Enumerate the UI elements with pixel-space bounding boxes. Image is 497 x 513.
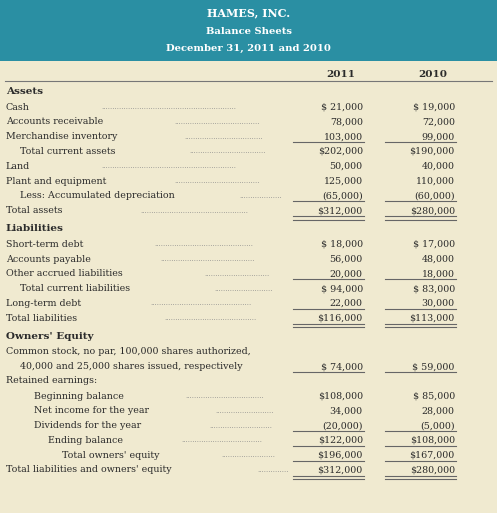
Text: Common stock, no par, 100,000 shares authorized,: Common stock, no par, 100,000 shares aut… xyxy=(6,346,250,356)
Text: Less: Accumulated depreciation: Less: Accumulated depreciation xyxy=(20,191,174,200)
Text: 40,000 and 25,000 shares issued, respectively: 40,000 and 25,000 shares issued, respect… xyxy=(20,362,243,371)
Text: December 31, 2011 and 2010: December 31, 2011 and 2010 xyxy=(166,44,331,53)
Text: $ 21,000: $ 21,000 xyxy=(321,103,363,112)
Text: ..............: .............. xyxy=(257,466,289,474)
Text: Retained earnings:: Retained earnings: xyxy=(6,376,97,385)
Text: 22,000: 22,000 xyxy=(330,299,363,308)
Text: Net income for the year: Net income for the year xyxy=(34,406,149,416)
Text: Total liabilities: Total liabilities xyxy=(6,313,77,323)
Text: Beginning balance: Beginning balance xyxy=(34,391,124,401)
Text: Total owners' equity: Total owners' equity xyxy=(62,451,159,460)
Text: Long-term debt: Long-term debt xyxy=(6,299,81,308)
Text: 30,000: 30,000 xyxy=(421,299,455,308)
Text: ..........................: .......................... xyxy=(215,407,273,415)
Text: Total current assets: Total current assets xyxy=(20,147,115,156)
Text: $ 17,000: $ 17,000 xyxy=(413,240,455,249)
Text: Total current liabilities: Total current liabilities xyxy=(20,284,130,293)
Text: $108,000: $108,000 xyxy=(318,391,363,401)
Text: Short-term debt: Short-term debt xyxy=(6,240,83,249)
Text: $113,000: $113,000 xyxy=(410,313,455,323)
Bar xyxy=(0,0,497,61)
Text: Accounts receivable: Accounts receivable xyxy=(6,117,103,126)
Text: Dividends for the year: Dividends for the year xyxy=(34,421,141,430)
Text: Ending balance: Ending balance xyxy=(48,436,123,445)
Text: 40,000: 40,000 xyxy=(422,162,455,171)
Text: (5,000): (5,000) xyxy=(420,421,455,430)
Text: Cash: Cash xyxy=(6,103,30,112)
Text: 125,000: 125,000 xyxy=(324,176,363,186)
Text: ............................: ............................ xyxy=(210,422,272,429)
Text: Assets: Assets xyxy=(6,87,43,96)
Text: ......................................: ...................................... xyxy=(174,118,260,126)
Text: $116,000: $116,000 xyxy=(318,313,363,323)
Text: 99,000: 99,000 xyxy=(421,132,455,141)
Text: $196,000: $196,000 xyxy=(318,451,363,460)
Text: (20,000): (20,000) xyxy=(323,421,363,430)
Text: ............................................: ........................................… xyxy=(155,240,254,248)
Text: $122,000: $122,000 xyxy=(318,436,363,445)
Text: $ 19,000: $ 19,000 xyxy=(413,103,455,112)
Text: 20,000: 20,000 xyxy=(330,269,363,278)
Text: Plant and equipment: Plant and equipment xyxy=(6,176,106,186)
Text: $190,000: $190,000 xyxy=(410,147,455,156)
Text: $ 18,000: $ 18,000 xyxy=(321,240,363,249)
Text: 28,000: 28,000 xyxy=(422,406,455,416)
Text: $312,000: $312,000 xyxy=(318,465,363,475)
Text: Total liabilities and owners' equity: Total liabilities and owners' equity xyxy=(6,465,171,475)
Text: 48,000: 48,000 xyxy=(422,254,455,264)
Text: 18,000: 18,000 xyxy=(422,269,455,278)
Text: 2011: 2011 xyxy=(326,70,355,80)
Text: $167,000: $167,000 xyxy=(410,451,455,460)
Text: Balance Sheets: Balance Sheets xyxy=(205,27,292,36)
Text: ........................: ........................ xyxy=(222,451,275,459)
Text: .............................................: ........................................… xyxy=(151,299,251,307)
Text: $280,000: $280,000 xyxy=(410,206,455,215)
Text: .............................: ............................. xyxy=(204,270,269,278)
Text: Total assets: Total assets xyxy=(6,206,63,215)
Text: $ 59,000: $ 59,000 xyxy=(413,362,455,371)
Text: 2010: 2010 xyxy=(418,70,447,80)
Text: ............................................................: ........................................… xyxy=(101,103,236,111)
Text: 50,000: 50,000 xyxy=(330,162,363,171)
Text: ..........................: .......................... xyxy=(215,285,273,292)
Text: HAMES, INC.: HAMES, INC. xyxy=(207,8,290,19)
Text: Other accrued liabilities: Other accrued liabilities xyxy=(6,269,123,278)
Text: 103,000: 103,000 xyxy=(324,132,363,141)
Text: (65,000): (65,000) xyxy=(322,191,363,200)
Text: ................................................: ........................................… xyxy=(141,207,248,214)
Text: 56,000: 56,000 xyxy=(330,254,363,264)
Text: $ 74,000: $ 74,000 xyxy=(321,362,363,371)
Text: ..........................................: ........................................… xyxy=(161,255,255,263)
Text: ......................................: ...................................... xyxy=(174,177,260,185)
Text: 34,000: 34,000 xyxy=(330,406,363,416)
Text: $280,000: $280,000 xyxy=(410,465,455,475)
Text: $ 83,000: $ 83,000 xyxy=(413,284,455,293)
Text: $312,000: $312,000 xyxy=(318,206,363,215)
Text: 72,000: 72,000 xyxy=(422,117,455,126)
Text: Owners' Equity: Owners' Equity xyxy=(6,332,93,341)
Text: 110,000: 110,000 xyxy=(416,176,455,186)
Text: ............................................................: ........................................… xyxy=(101,162,236,170)
Text: (60,000): (60,000) xyxy=(414,191,455,200)
Text: $108,000: $108,000 xyxy=(410,436,455,445)
Text: 78,000: 78,000 xyxy=(330,117,363,126)
Text: $ 85,000: $ 85,000 xyxy=(413,391,455,401)
Text: Accounts payable: Accounts payable xyxy=(6,254,91,264)
Text: ...................................: ................................... xyxy=(184,133,263,141)
Text: $202,000: $202,000 xyxy=(318,147,363,156)
Text: $ 94,000: $ 94,000 xyxy=(321,284,363,293)
Text: ....................................: .................................... xyxy=(181,437,262,444)
Text: .........................................: ........................................… xyxy=(165,314,257,322)
Text: Merchandise inventory: Merchandise inventory xyxy=(6,132,117,141)
Text: ...................................: ................................... xyxy=(185,392,264,400)
Text: Liabilities: Liabilities xyxy=(6,224,64,233)
Text: ..................................: .................................. xyxy=(189,147,266,155)
Text: ...................: ................... xyxy=(239,192,282,200)
Text: Land: Land xyxy=(6,162,30,171)
